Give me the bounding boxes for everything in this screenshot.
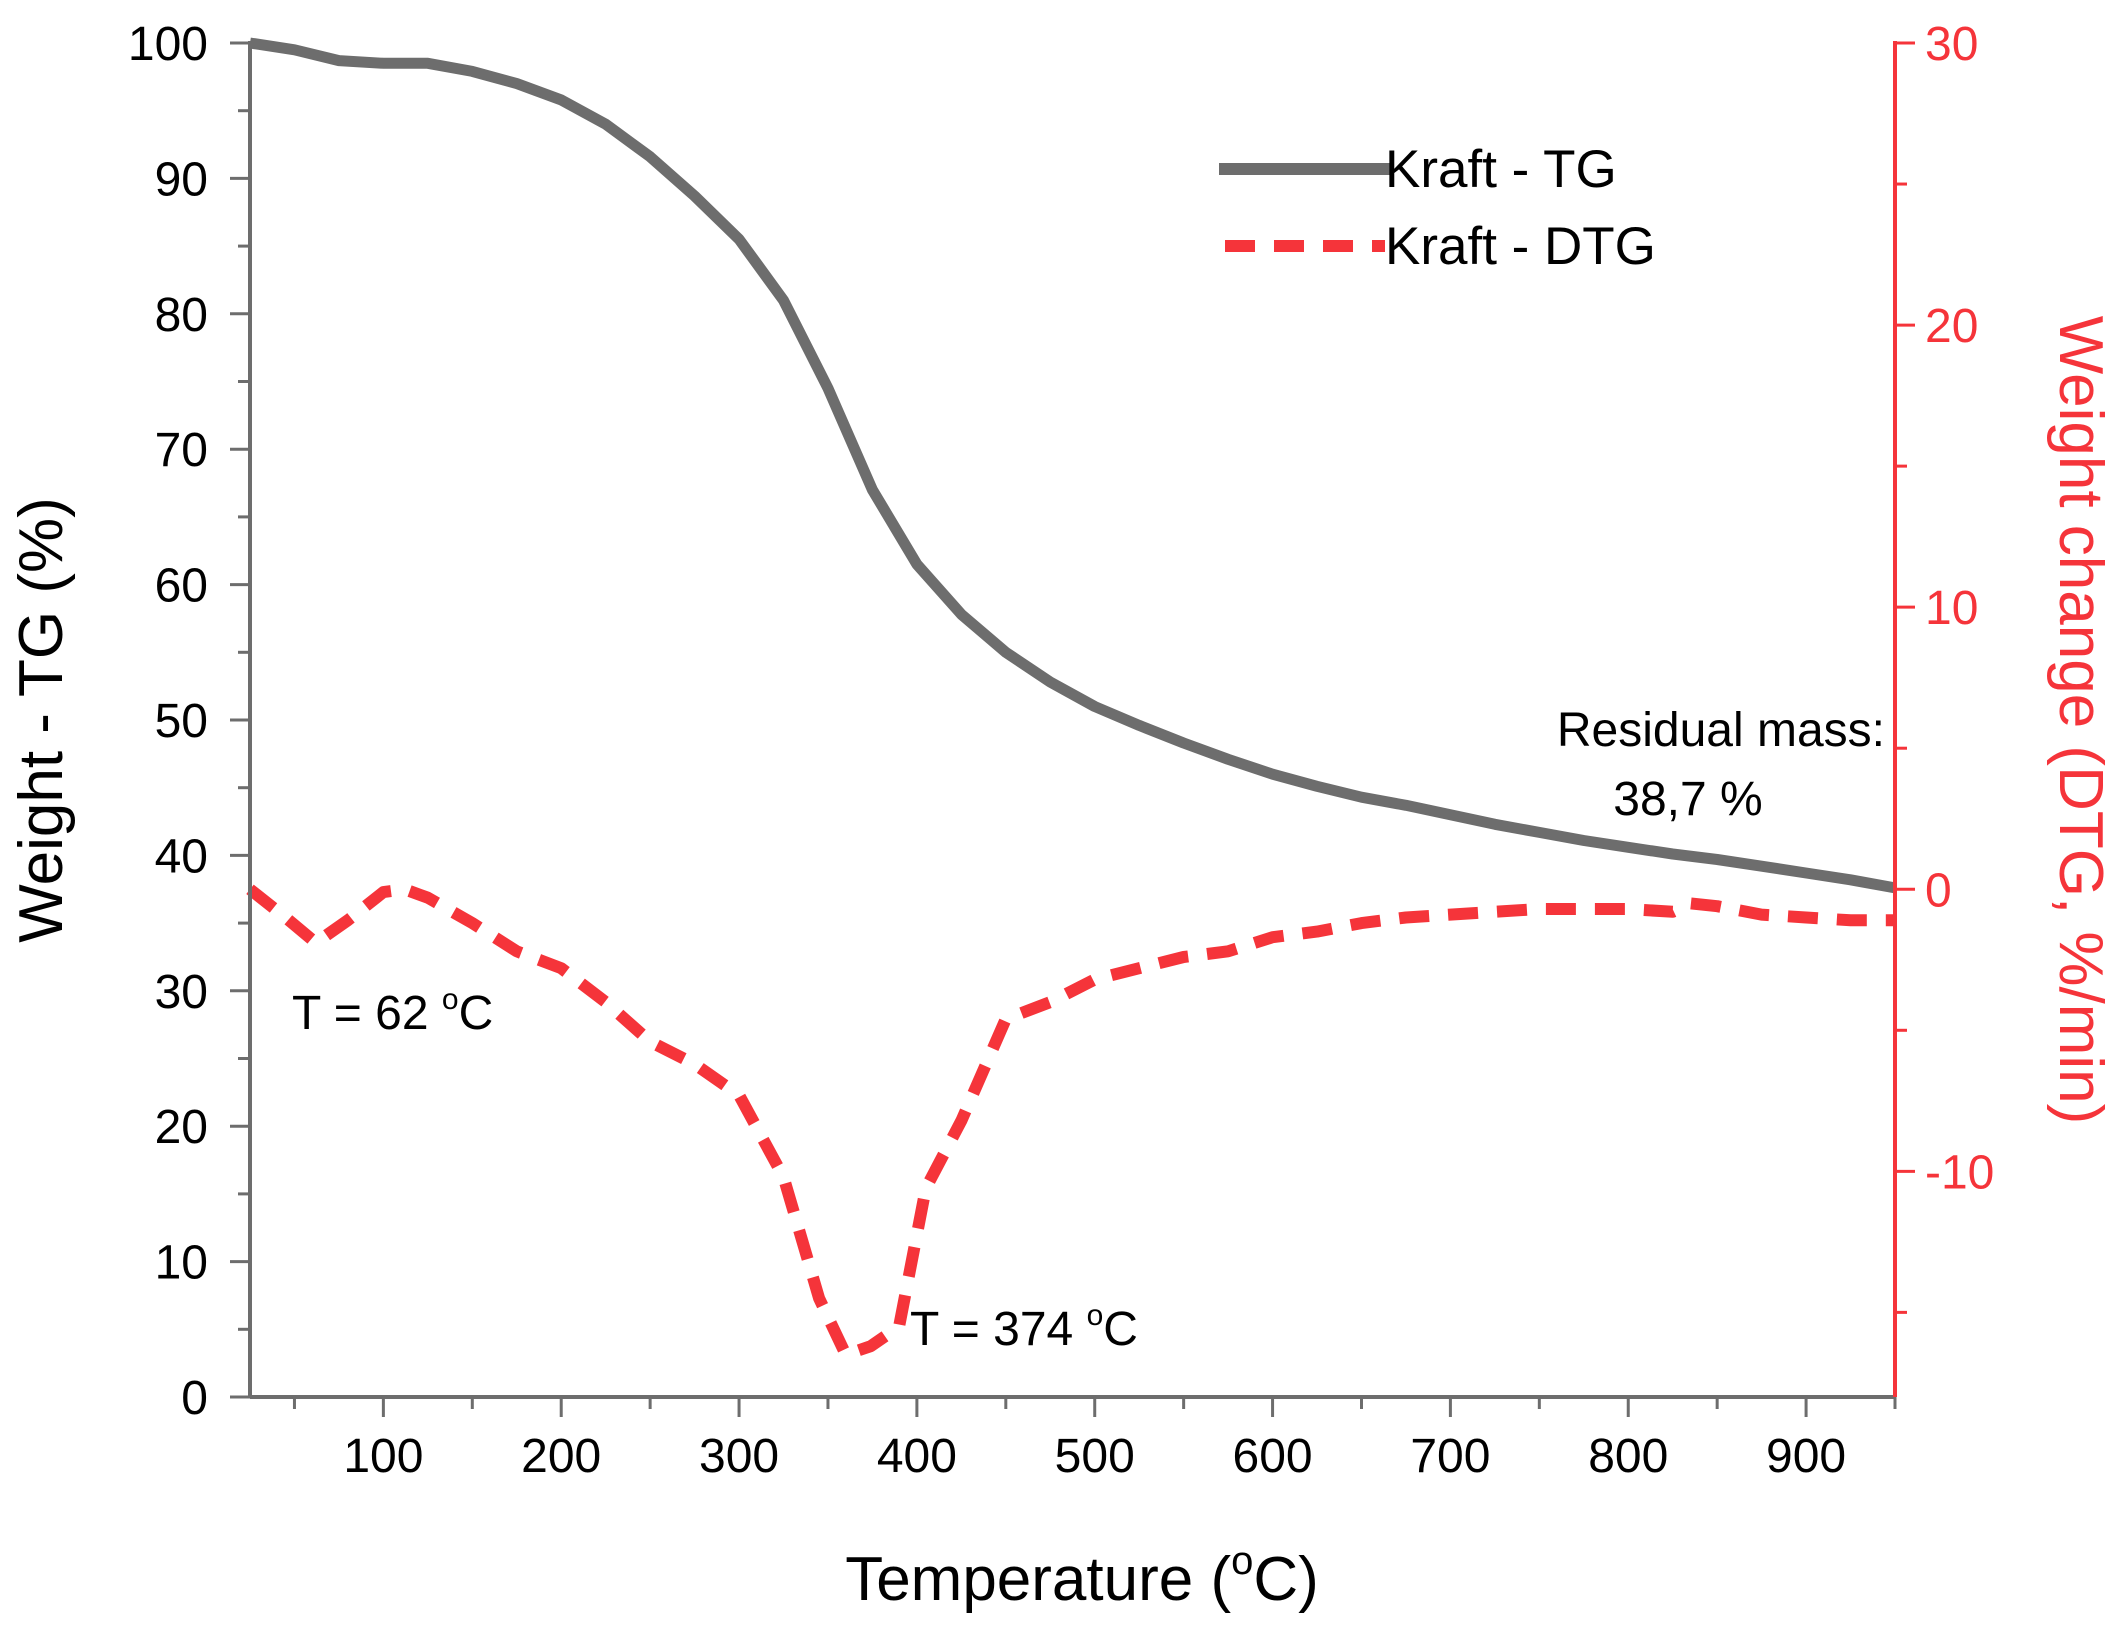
x-tick-label-800: 800 — [1588, 1430, 1668, 1483]
x-axis-title-end: C) — [1253, 1545, 1318, 1614]
x-tick-label-500: 500 — [1055, 1430, 1135, 1483]
x-tick-label-400: 400 — [877, 1430, 957, 1483]
y-right-tick-label-20: 20 — [1925, 300, 1978, 353]
y-right-tick-label-10: 10 — [1925, 582, 1978, 635]
y-right-tick-label--10: -10 — [1925, 1146, 1994, 1199]
y-left-tick-label-30: 30 — [155, 966, 208, 1019]
y-right-tick-label-0: 0 — [1925, 864, 1952, 917]
series-layer — [246, 37, 1896, 1361]
x-tick-label-700: 700 — [1410, 1430, 1490, 1483]
annotation-t62-main: T = 62 — [292, 987, 442, 1040]
x-axis-title-main: Temperature ( — [845, 1545, 1231, 1614]
y-left-tick-label-0: 0 — [181, 1372, 208, 1425]
x-tick-label-900: 900 — [1766, 1430, 1846, 1483]
axes-layer: 100 200 300 400 500 600 700 800 9000102030405060… — [128, 18, 1994, 1483]
y-left-tick-label-40: 40 — [155, 830, 208, 883]
annotation-t374-end: C — [1103, 1303, 1138, 1356]
x-tick-label-100: 100 — [343, 1430, 423, 1483]
x-axis-title: Temperature (oC) — [845, 1539, 1319, 1614]
annotation-residual-title: Residual mass: — [1557, 704, 1885, 757]
y-left-tick-label-10: 10 — [155, 1237, 208, 1290]
x-tick-label-600: 600 — [1233, 1430, 1313, 1483]
y-left-tick-label-70: 70 — [155, 424, 208, 477]
legend-label-tg: Kraft - TG — [1385, 140, 1617, 199]
y-left-tick-label-50: 50 — [155, 695, 208, 748]
annotation-residual-value: 38,7 % — [1613, 773, 1762, 826]
tg-series-line — [249, 37, 1896, 894]
y-left-tick-label-20: 20 — [155, 1101, 208, 1154]
annotation-t62-sup: o — [442, 983, 459, 1016]
dtg-series-line — [246, 883, 1895, 1361]
legend: Kraft - TG Kraft - DTG — [1219, 140, 1656, 276]
y-axis-title-left: Weight - TG (%) — [7, 497, 76, 943]
y-left-tick-label-60: 60 — [155, 560, 208, 613]
y-left-tick-label-80: 80 — [155, 289, 208, 342]
annotation-t62-end: C — [459, 987, 494, 1040]
annotation-t374-sup: o — [1087, 1299, 1104, 1332]
annotation-t62: T = 62 oC — [292, 983, 493, 1040]
y-left-tick-label-90: 90 — [155, 153, 208, 206]
legend-label-dtg: Kraft - DTG — [1385, 217, 1656, 276]
y-axis-title-right: Weight change (DTG, %/min) — [2046, 316, 2115, 1125]
annotation-t374-main: T = 374 — [910, 1303, 1087, 1356]
y-left-tick-label-100: 100 — [128, 18, 208, 71]
x-axis-title-sup: o — [1231, 1539, 1253, 1583]
annotation-t374: T = 374 oC — [910, 1299, 1138, 1356]
x-tick-label-200: 200 — [521, 1430, 601, 1483]
y-right-tick-label-30: 30 — [1925, 18, 1978, 71]
x-tick-label-300: 300 — [699, 1430, 779, 1483]
